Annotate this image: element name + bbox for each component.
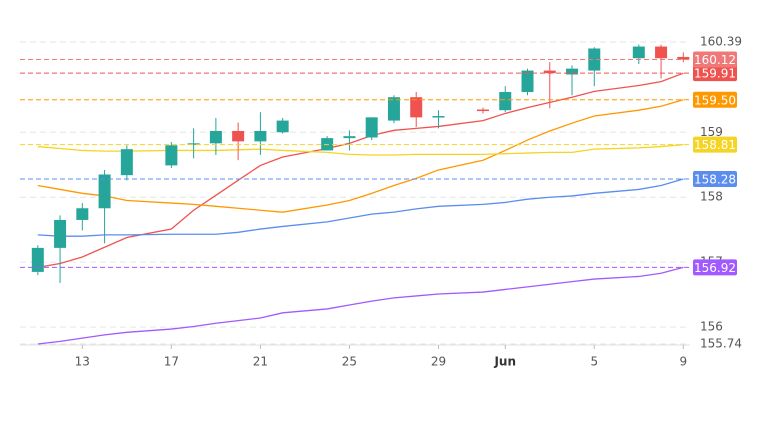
ma-price-box (693, 259, 737, 276)
x-tick-label: 5 (590, 355, 598, 369)
x-tick-label: 13 (75, 355, 90, 369)
y-tick-label: 159 (700, 125, 723, 139)
candle-body (76, 208, 89, 220)
ma-line (37, 72, 684, 269)
candle-body (54, 219, 67, 248)
candle-body (588, 48, 601, 71)
y-tick-label: 155.74 (700, 337, 742, 351)
ma-price-box (693, 171, 737, 188)
ma-price-label: 159.91 (694, 67, 736, 81)
x-tick-label: 21 (253, 355, 268, 369)
y-tick-label: 156 (700, 320, 723, 334)
ma-price-box (693, 91, 737, 108)
x-tick-label: 17 (164, 355, 179, 369)
ma-price-box (693, 65, 737, 82)
candle-body (276, 120, 289, 133)
close-price-box (693, 51, 737, 68)
x-tick-label: 29 (431, 355, 446, 369)
candle-body (432, 116, 445, 118)
x-tick-label: Jun (493, 355, 516, 369)
x-tick-label: 9 (680, 355, 688, 369)
ma-price-label: 158.81 (694, 138, 736, 152)
candle-body (387, 97, 400, 121)
ma-line (37, 99, 684, 213)
ma-line (37, 178, 684, 237)
candle-body (566, 68, 579, 75)
candle-body (31, 247, 44, 272)
candle-body (232, 130, 245, 142)
ma-price-label: 159.50 (694, 93, 736, 107)
candle-body (410, 97, 423, 118)
ma-line (37, 266, 684, 345)
x-tick-label: 25 (342, 355, 357, 369)
candle-body (120, 149, 133, 176)
candle-body (543, 70, 556, 74)
candle-body (499, 92, 512, 111)
y-tick-label: 158 (700, 190, 723, 204)
ma-line (37, 143, 684, 156)
candle-body (254, 130, 267, 142)
candle-body (343, 136, 356, 139)
candle-body (677, 56, 690, 60)
candle-body (98, 174, 111, 209)
candle-body (632, 46, 645, 59)
candle-body (655, 46, 668, 59)
candle-body (476, 109, 489, 112)
close-price-label: 160.12 (694, 53, 736, 67)
y-tick-label: 160.39 (700, 35, 742, 49)
candle-body (365, 117, 378, 138)
ma-price-label: 156.92 (694, 261, 736, 275)
candle-body (209, 130, 222, 144)
candle-body (165, 145, 178, 166)
ma-price-label: 158.28 (694, 173, 736, 187)
ma-price-box (693, 136, 737, 153)
candle-body (521, 70, 534, 93)
candle-body (187, 143, 200, 145)
